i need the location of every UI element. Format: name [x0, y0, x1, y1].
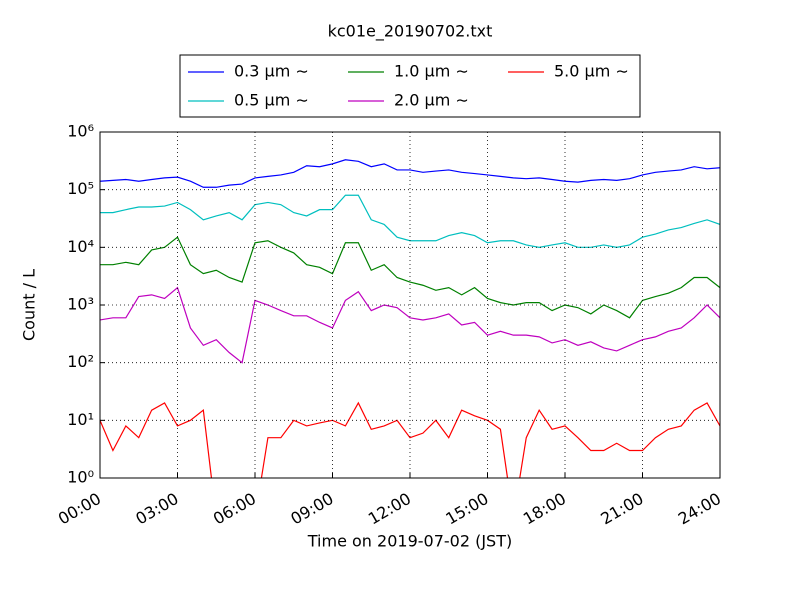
- series-line: [100, 159, 720, 188]
- x-tick-label: 24:00: [675, 489, 724, 529]
- x-tick-label: 21:00: [597, 489, 646, 529]
- x-tick-label: 06:00: [210, 489, 259, 529]
- y-tick-label: 10⁴: [67, 237, 94, 256]
- y-tick-label: 10¹: [67, 410, 94, 429]
- legend-label: 1.0 μm ∼: [394, 62, 469, 81]
- series-line: [100, 236, 720, 319]
- x-tick-label: 00:00: [55, 489, 104, 529]
- y-tick-label: 10⁰: [67, 468, 94, 487]
- chart-title: kc01e_20190702.txt: [328, 22, 493, 42]
- y-axis-label: Count / L: [20, 269, 39, 341]
- y-tick-label: 10³: [67, 295, 94, 314]
- legend-label: 5.0 μm ∼: [554, 62, 629, 81]
- y-tick-label: 10²: [67, 352, 94, 371]
- x-tick-label: 18:00: [520, 489, 569, 529]
- series-line: [100, 401, 720, 478]
- series-line: [100, 194, 720, 248]
- x-axis-label: Time on 2019-07-02 (JST): [307, 532, 512, 551]
- x-tick-label: 03:00: [132, 489, 181, 529]
- legend-box: [179, 54, 641, 118]
- x-tick-label: 12:00: [365, 489, 414, 529]
- x-tick-label: 09:00: [287, 489, 336, 529]
- x-tick-label: 15:00: [442, 489, 491, 529]
- legend-label: 0.5 μm ∼: [234, 91, 309, 110]
- legend-label: 0.3 μm ∼: [234, 62, 309, 81]
- legend-label: 2.0 μm ∼: [394, 91, 469, 110]
- series-line: [100, 286, 720, 364]
- y-tick-label: 10⁵: [67, 179, 94, 198]
- y-tick-label: 10⁶: [67, 122, 94, 141]
